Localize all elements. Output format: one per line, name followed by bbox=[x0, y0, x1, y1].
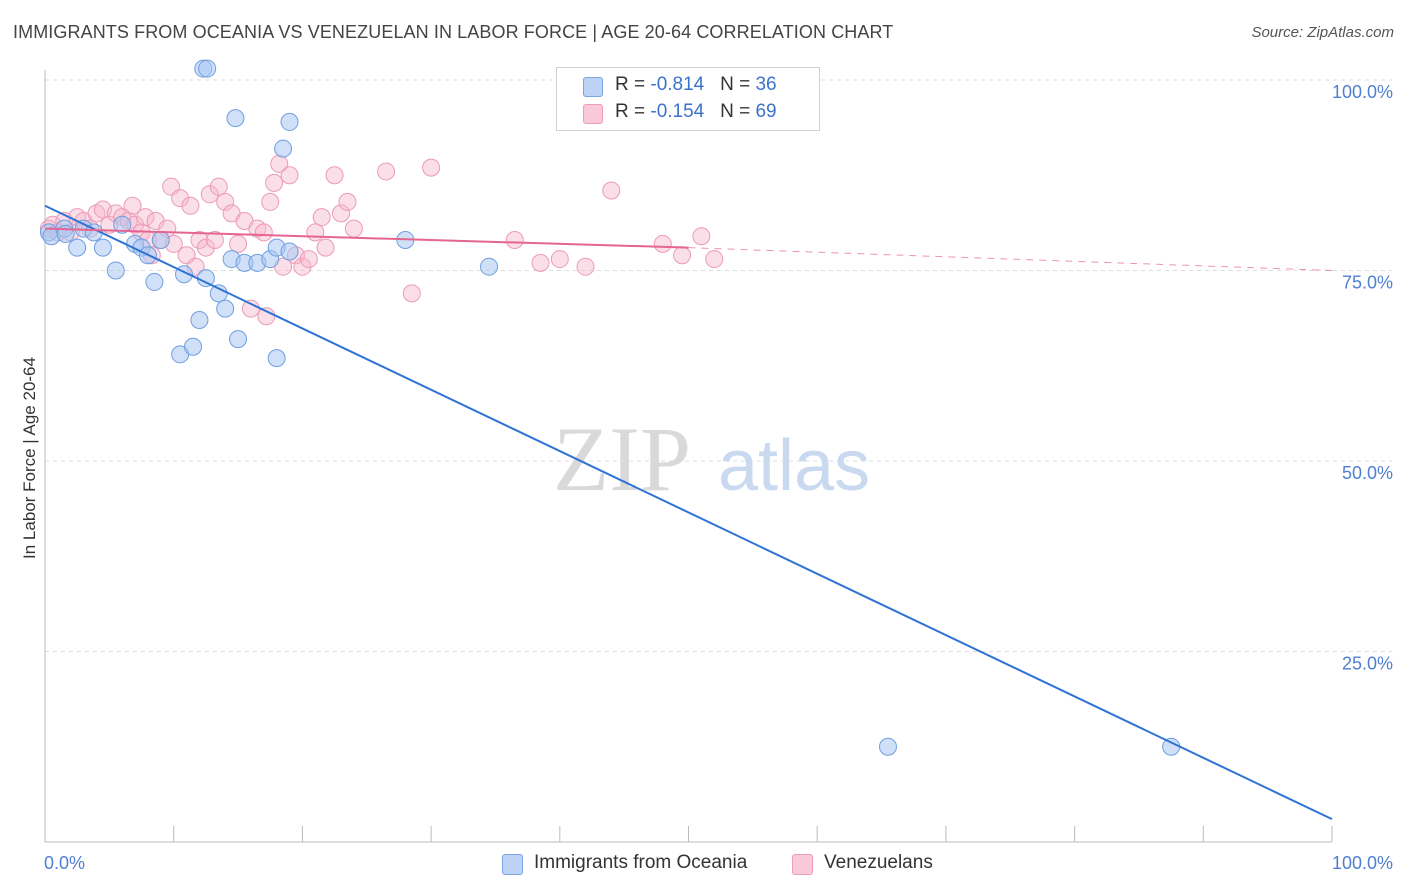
trend-lines bbox=[44, 204, 1333, 821]
point-oceania bbox=[145, 272, 164, 291]
point-venezuelans bbox=[422, 158, 441, 177]
point-oceania bbox=[1162, 737, 1181, 756]
trendline-venezuelans-extension bbox=[688, 247, 1333, 271]
legend-n-value: 69 bbox=[755, 101, 777, 122]
point-venezuelans bbox=[576, 257, 595, 276]
point-venezuelans bbox=[171, 189, 190, 208]
bottom-legend-swatch-venezuelans bbox=[792, 854, 813, 875]
series-oceania-points bbox=[39, 59, 1181, 756]
bottom-legend-swatch-oceania bbox=[502, 854, 523, 875]
source-label: Source: ZipAtlas.com bbox=[1251, 24, 1394, 41]
point-venezuelans bbox=[602, 181, 621, 200]
bottom-legend-label-oceania: Immigrants from Oceania bbox=[534, 852, 748, 873]
point-venezuelans bbox=[402, 284, 421, 303]
point-venezuelans bbox=[181, 196, 200, 215]
point-venezuelans bbox=[338, 192, 357, 211]
legend-r-label: R = bbox=[615, 74, 651, 95]
point-oceania bbox=[56, 224, 75, 243]
legend-n-label: N = bbox=[720, 101, 756, 122]
correlation-legend: R = -0.814 N = 36 R = -0.154 N = 69 bbox=[556, 67, 820, 131]
point-oceania bbox=[878, 737, 897, 756]
point-venezuelans bbox=[241, 299, 260, 318]
point-venezuelans bbox=[344, 219, 363, 238]
legend-n-value: 36 bbox=[755, 74, 777, 95]
point-venezuelans bbox=[673, 246, 692, 265]
point-venezuelans bbox=[377, 162, 396, 181]
legend-r-label: R = bbox=[615, 101, 651, 122]
point-venezuelans bbox=[332, 204, 351, 223]
y-tick-label: 75.0% bbox=[1342, 273, 1393, 293]
tick-labels: 25.0% 50.0% 75.0% 100.0% 0.0% 100.0% bbox=[44, 82, 1393, 873]
legend-swatch-venezuelans bbox=[583, 104, 603, 124]
point-venezuelans bbox=[265, 173, 284, 192]
point-venezuelans bbox=[705, 250, 724, 269]
legend-swatch-oceania bbox=[583, 77, 603, 97]
legend-n-label: N = bbox=[720, 74, 756, 95]
point-venezuelans bbox=[123, 196, 142, 215]
point-oceania bbox=[280, 112, 299, 131]
point-venezuelans bbox=[316, 238, 335, 257]
point-oceania bbox=[226, 109, 245, 128]
point-venezuelans bbox=[312, 208, 331, 227]
watermark-zip: ZIP bbox=[553, 408, 691, 510]
point-oceania bbox=[113, 215, 132, 234]
axes bbox=[44, 70, 1333, 843]
point-oceania bbox=[198, 59, 217, 78]
trendline-venezuelans bbox=[44, 227, 689, 249]
watermark-atlas: atlas bbox=[718, 426, 870, 506]
legend-r-value: -0.814 bbox=[650, 74, 705, 95]
y-axis-label: In Labor Force | Age 20-64 bbox=[20, 357, 39, 559]
point-venezuelans bbox=[205, 231, 224, 250]
point-venezuelans bbox=[216, 192, 235, 211]
bottom-legend-label-venezuelans: Venezuelans bbox=[824, 852, 933, 873]
point-venezuelans bbox=[261, 192, 280, 211]
x-tick-label-min: 0.0% bbox=[44, 853, 85, 873]
point-venezuelans bbox=[293, 257, 312, 276]
point-oceania bbox=[209, 284, 228, 303]
point-venezuelans bbox=[280, 166, 299, 185]
point-venezuelans bbox=[254, 223, 273, 242]
point-venezuelans bbox=[550, 250, 569, 269]
chart-title: IMMIGRANTS FROM OCEANIA VS VENEZUELAN IN… bbox=[13, 22, 894, 42]
y-tick-label: 25.0% bbox=[1342, 654, 1393, 674]
point-oceania bbox=[93, 238, 112, 257]
point-oceania bbox=[229, 330, 248, 349]
point-oceania bbox=[280, 242, 299, 261]
point-venezuelans bbox=[653, 234, 672, 253]
point-venezuelans bbox=[190, 231, 209, 250]
point-oceania bbox=[274, 139, 293, 158]
point-venezuelans bbox=[531, 253, 550, 272]
point-venezuelans bbox=[136, 208, 155, 227]
point-oceania bbox=[480, 257, 499, 276]
point-venezuelans bbox=[325, 166, 344, 185]
point-venezuelans bbox=[299, 250, 318, 269]
y-tick-label: 50.0% bbox=[1342, 463, 1393, 483]
point-venezuelans bbox=[306, 223, 325, 242]
grid-lines bbox=[45, 79, 1392, 652]
point-venezuelans bbox=[196, 238, 215, 257]
y-tick-label: 100.0% bbox=[1332, 82, 1393, 102]
point-venezuelans bbox=[209, 177, 228, 196]
point-venezuelans bbox=[200, 185, 219, 204]
watermark: ZIP atlas bbox=[553, 408, 870, 510]
trendline-oceania bbox=[44, 204, 1333, 821]
point-venezuelans bbox=[692, 227, 711, 246]
point-oceania bbox=[267, 349, 286, 368]
legend-r-value: -0.154 bbox=[650, 101, 705, 122]
point-venezuelans bbox=[229, 234, 248, 253]
point-oceania bbox=[190, 311, 209, 330]
point-oceania bbox=[106, 261, 125, 280]
point-oceania bbox=[216, 299, 235, 318]
point-oceania bbox=[196, 269, 215, 288]
point-oceania bbox=[151, 231, 170, 250]
point-oceania bbox=[184, 337, 203, 356]
point-venezuelans bbox=[505, 231, 524, 250]
point-oceania bbox=[68, 238, 87, 257]
x-tick-label-max: 100.0% bbox=[1332, 853, 1393, 873]
